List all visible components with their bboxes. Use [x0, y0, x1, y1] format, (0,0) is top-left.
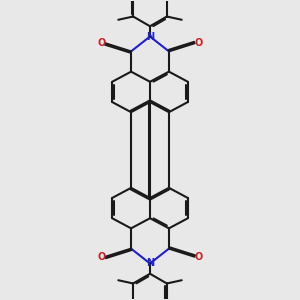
- Text: O: O: [194, 38, 203, 48]
- Text: O: O: [97, 252, 106, 262]
- Text: N: N: [146, 32, 154, 41]
- Text: O: O: [97, 38, 106, 48]
- Text: O: O: [194, 252, 203, 262]
- Text: N: N: [146, 259, 154, 269]
